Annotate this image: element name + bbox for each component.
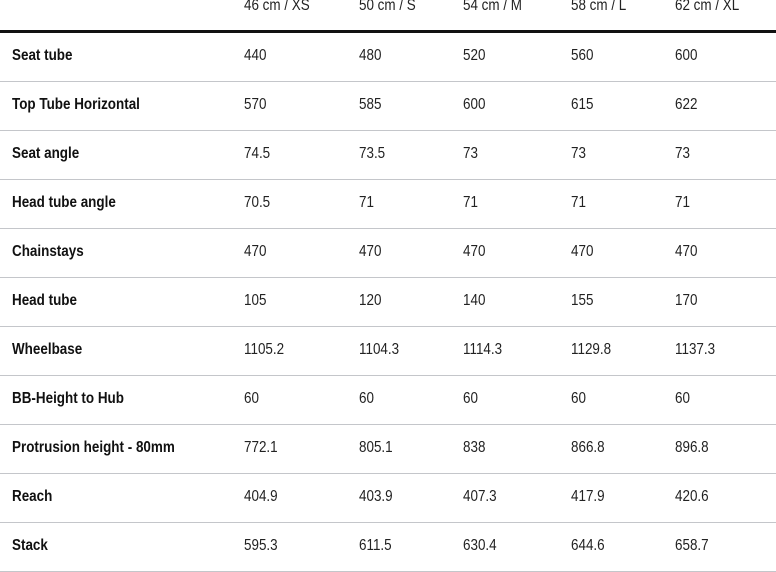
table-row: Stack 595.3 611.5 630.4 644.6 658.7 <box>0 523 776 572</box>
table-cell: 417.9 <box>571 488 605 505</box>
table-row: Reach 404.9 403.9 407.3 417.9 420.6 <box>0 474 776 523</box>
table-cell: 60 <box>463 390 478 407</box>
table-cell: 470 <box>571 243 594 260</box>
table-cell: 71 <box>359 194 374 211</box>
table-cell: 420.6 <box>675 488 709 505</box>
row-label: Seat tube <box>12 47 73 64</box>
table-cell: 105 <box>244 292 267 309</box>
table-cell: 772.1 <box>244 439 278 456</box>
table-cell: 407.3 <box>463 488 497 505</box>
table-cell: 60 <box>571 390 586 407</box>
column-header: 46 cm / XS <box>244 0 310 14</box>
table-cell: 403.9 <box>359 488 393 505</box>
table-cell: 404.9 <box>244 488 278 505</box>
table-cell: 560 <box>571 47 594 64</box>
table-cell: 170 <box>675 292 698 309</box>
table-cell: 1137.3 <box>675 341 716 358</box>
column-header: 62 cm / XL <box>675 0 740 14</box>
table-cell: 570 <box>244 96 267 113</box>
table-cell: 658.7 <box>675 537 709 554</box>
table-cell: 600 <box>675 47 698 64</box>
table-row: Top Tube Horizontal 570 585 600 615 622 <box>0 82 776 131</box>
table-row: Wheelbase 1105.2 1104.3 1114.3 1129.8 1137.3 <box>0 327 776 376</box>
table-cell: 73.5 <box>359 145 386 162</box>
table-cell: 74.5 <box>244 145 271 162</box>
table-row: Seat angle 74.5 73.5 73 73 73 <box>0 131 776 180</box>
table-cell: 470 <box>463 243 486 260</box>
table-cell: 866.8 <box>571 439 605 456</box>
row-label: Chainstays <box>12 243 84 260</box>
table-cell: 896.8 <box>675 439 709 456</box>
row-label: Stack <box>12 537 48 554</box>
table-cell: 155 <box>571 292 594 309</box>
row-label: BB-Height to Hub <box>12 390 124 407</box>
table-cell: 60 <box>359 390 374 407</box>
table-cell: 73 <box>463 145 478 162</box>
table-cell: 73 <box>571 145 586 162</box>
row-label: Wheelbase <box>12 341 83 358</box>
table-row: Protrusion height - 80mm 772.1 805.1 838 866… <box>0 425 776 474</box>
row-label: Seat angle <box>12 145 80 162</box>
table-row: Head tube angle 70.5 71 71 71 71 <box>0 180 776 229</box>
table-cell: 60 <box>675 390 690 407</box>
table-cell: 470 <box>244 243 267 260</box>
table-cell: 585 <box>359 96 382 113</box>
table-cell: 70.5 <box>244 194 271 211</box>
row-label: Head tube <box>12 292 77 309</box>
table-cell: 480 <box>359 47 382 64</box>
table-cell: 644.6 <box>571 537 605 554</box>
table-cell: 140 <box>463 292 486 309</box>
table-cell: 470 <box>675 243 698 260</box>
table-cell: 1104.3 <box>359 341 400 358</box>
table-cell: 120 <box>359 292 382 309</box>
row-label: Protrusion height - 80mm <box>12 439 175 456</box>
table-cell: 71 <box>571 194 586 211</box>
table-row: Chainstays 470 470 470 470 470 <box>0 229 776 278</box>
table-cell: 1105.2 <box>244 341 285 358</box>
column-header: 54 cm / M <box>463 0 522 14</box>
table-row: Seat tube 440 480 520 560 600 <box>0 33 776 82</box>
row-label: Reach <box>12 488 53 505</box>
table-cell: 520 <box>463 47 486 64</box>
table-cell: 71 <box>675 194 690 211</box>
table-cell: 805.1 <box>359 439 393 456</box>
column-header: 50 cm / S <box>359 0 416 14</box>
table-cell: 615 <box>571 96 594 113</box>
row-label: Top Tube Horizontal <box>12 96 140 113</box>
table-row: Head tube 105 120 140 155 170 <box>0 278 776 327</box>
table-cell: 440 <box>244 47 267 64</box>
table-cell: 622 <box>675 96 698 113</box>
table-cell: 60 <box>244 390 259 407</box>
table-cell: 611.5 <box>359 537 392 554</box>
table-cell: 470 <box>359 243 382 260</box>
table-cell: 838 <box>463 439 486 456</box>
table-header: 46 cm / XS 50 cm / S 54 cm / M 58 cm / L… <box>0 0 776 33</box>
column-header: 58 cm / L <box>571 0 627 14</box>
table-cell: 1129.8 <box>571 341 612 358</box>
table-row: BB-Height to Hub 60 60 60 60 60 <box>0 376 776 425</box>
table-cell: 73 <box>675 145 690 162</box>
table-cell: 600 <box>463 96 486 113</box>
row-label: Head tube angle <box>12 194 116 211</box>
table-cell: 595.3 <box>244 537 278 554</box>
table-cell: 71 <box>463 194 478 211</box>
table-cell: 1114.3 <box>463 341 503 358</box>
table-cell: 630.4 <box>463 537 497 554</box>
